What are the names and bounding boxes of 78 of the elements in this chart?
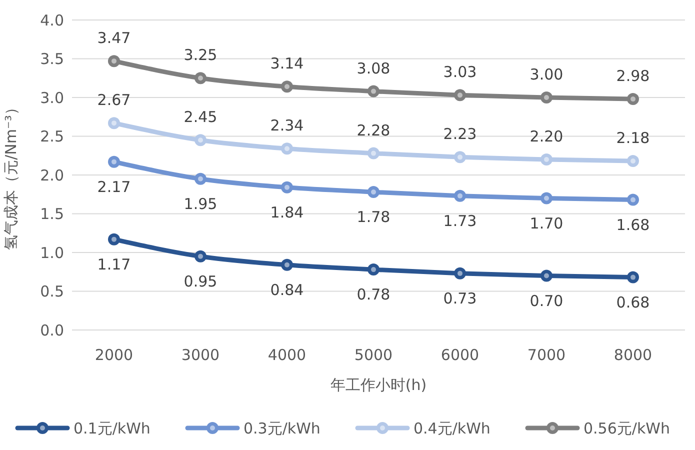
data-label: 1.70 [530, 214, 564, 232]
y-tick-label: 1.0 [40, 244, 64, 262]
y-tick-label: 2.0 [40, 166, 64, 184]
data-label: 2.18 [616, 129, 650, 148]
point [194, 134, 206, 146]
point [281, 258, 293, 271]
data-label: 1.68 [616, 216, 650, 234]
x-tick-label: 8000 [614, 346, 652, 364]
data-label: 0.95 [184, 272, 218, 290]
data-label: 1.78 [356, 208, 390, 226]
x-tick-label: 7000 [527, 346, 566, 364]
point [627, 194, 639, 206]
data-label: 2.20 [530, 128, 564, 146]
legend-label: 0.1元/kWh [74, 419, 150, 438]
point [194, 72, 206, 84]
point [540, 154, 552, 166]
point [108, 233, 120, 246]
data-label: 2.34 [270, 116, 304, 135]
data-label: 0.73 [443, 289, 477, 308]
point [454, 89, 466, 102]
y-tick-label: 3.5 [40, 50, 64, 68]
data-label: 0.70 [530, 292, 564, 310]
point [368, 264, 380, 276]
point [454, 267, 466, 280]
x-tick-label: 2000 [94, 346, 134, 364]
data-label: 1.17 [97, 255, 131, 274]
point [368, 147, 380, 160]
point [368, 85, 380, 98]
data-label: 2.67 [97, 91, 131, 110]
data-label: 3.14 [270, 54, 304, 73]
data-label: 1.84 [270, 203, 304, 222]
point [540, 192, 552, 204]
y-tick-label: 1.5 [40, 205, 64, 223]
data-label: 1.95 [184, 194, 218, 213]
y-tick-label: 0.0 [40, 321, 64, 340]
point [194, 250, 206, 262]
data-label: 0.84 [270, 280, 304, 299]
y-tick-label: 0.5 [40, 282, 64, 300]
data-label: 3.00 [530, 66, 564, 84]
point [368, 186, 380, 198]
point [108, 117, 120, 130]
legend-label: 0.56元/kWh [584, 419, 670, 438]
point [281, 142, 293, 155]
point [454, 151, 466, 164]
point [627, 271, 639, 284]
data-label: 0.68 [616, 293, 650, 312]
data-label: 3.08 [356, 59, 390, 78]
data-label: 3.47 [97, 29, 131, 48]
point [627, 93, 639, 106]
point [108, 55, 120, 68]
data-label: 2.45 [184, 108, 218, 126]
x-tick-label: 6000 [440, 346, 480, 364]
data-label: 2.17 [97, 178, 131, 196]
point [108, 156, 120, 168]
y-tick-label: 4.0 [40, 11, 64, 30]
data-label: 2.98 [616, 67, 650, 86]
point [540, 270, 552, 282]
x-tick-label: 4000 [268, 346, 306, 364]
data-label: 1.73 [443, 212, 477, 230]
data-label: 0.78 [356, 286, 390, 304]
point [281, 181, 293, 194]
data-label: 2.28 [356, 121, 390, 140]
point [194, 172, 206, 185]
x-tick-label: 3000 [181, 346, 220, 364]
point [281, 80, 293, 93]
legend-label: 0.4元/kWh [414, 419, 490, 438]
y-axis-title: 氢气成本（元/Nm⁻³） [2, 100, 20, 250]
data-label: 2.23 [443, 125, 477, 144]
y-tick-label: 3.0 [40, 88, 64, 107]
point [454, 190, 466, 202]
legend-label: 0.3元/kWh [244, 419, 320, 438]
y-tick-label: 2.5 [40, 128, 64, 146]
x-axis-title: 年工作小时(h) [330, 376, 427, 394]
data-label: 3.03 [443, 63, 477, 82]
x-tick-label: 5000 [354, 346, 393, 364]
point [540, 92, 552, 104]
point [627, 155, 639, 168]
data-label: 3.25 [184, 46, 218, 64]
